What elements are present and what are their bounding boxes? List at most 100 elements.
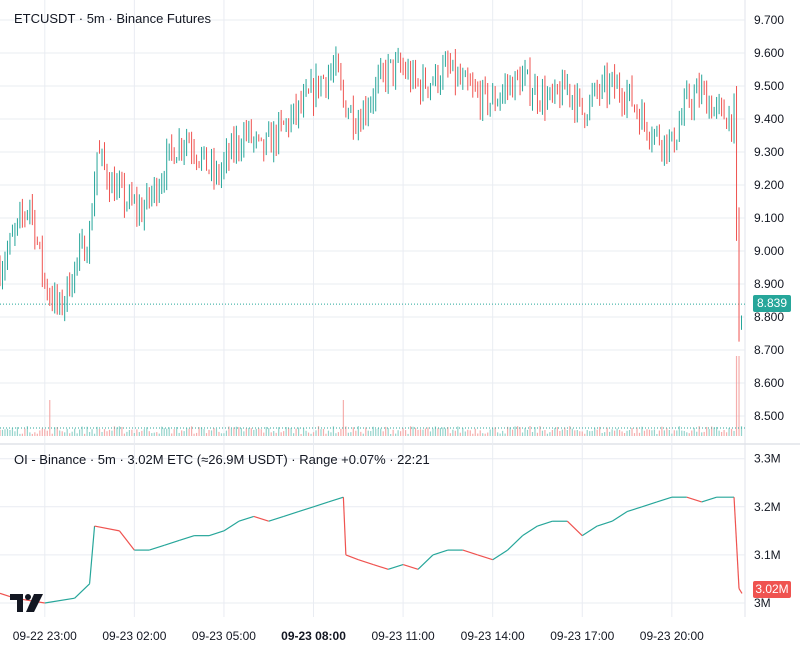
volume-bar xyxy=(551,429,553,436)
volume-bar xyxy=(146,427,148,436)
volume-bar xyxy=(355,430,357,436)
oi-y-tick-label: 3.3M xyxy=(754,452,781,466)
volume-bar xyxy=(412,426,414,436)
volume-bar xyxy=(708,429,710,436)
volume-bar xyxy=(79,429,81,436)
volume-bar xyxy=(716,426,718,436)
volume-bar xyxy=(103,429,106,436)
volume-bar xyxy=(29,432,31,436)
volume-bar xyxy=(133,432,135,436)
volume-bar xyxy=(424,428,427,436)
volume-bar xyxy=(118,426,121,436)
volume-bar xyxy=(280,432,282,436)
oi-segment xyxy=(596,520,613,527)
volume-bar xyxy=(195,432,198,436)
volume-bar xyxy=(357,426,359,436)
volume-bar xyxy=(661,426,663,436)
volume-bar xyxy=(111,430,113,436)
volume-bar xyxy=(457,426,459,436)
volume-bar xyxy=(372,426,374,436)
volume-bar xyxy=(651,430,653,436)
volume-bar xyxy=(315,430,317,436)
volume-bar xyxy=(539,426,541,436)
volume-bar xyxy=(317,426,320,436)
oi-segment xyxy=(641,501,658,508)
volume-bar xyxy=(305,430,307,436)
volume-bar xyxy=(126,431,128,436)
volume-bar xyxy=(676,430,678,436)
oi-segment xyxy=(94,525,120,532)
volume-bar xyxy=(723,430,725,436)
volume-bar xyxy=(253,429,255,436)
volume-bar xyxy=(696,431,698,436)
volume-bar xyxy=(549,432,551,436)
volume-bar xyxy=(589,431,591,436)
oi-legend[interactable]: OI - Binance · 5m · 3.02M ETC (≈26.9M US… xyxy=(14,452,430,467)
oi-segment xyxy=(164,539,180,546)
volume-bar xyxy=(290,428,292,436)
volume-bar xyxy=(611,429,613,436)
volume-bar xyxy=(444,428,446,436)
price-candles xyxy=(0,46,743,342)
volume-bar xyxy=(599,426,601,436)
volume-bar xyxy=(546,433,549,436)
volume-bar xyxy=(26,426,28,436)
y-tick-label: 9.400 xyxy=(754,112,784,126)
volume-bar xyxy=(293,433,295,436)
volume-bar xyxy=(427,427,429,436)
oi-segment xyxy=(686,496,702,503)
volume-bar xyxy=(576,430,578,436)
volume-bar xyxy=(382,431,384,436)
volume-bar xyxy=(263,432,265,436)
y-tick-label: 9.200 xyxy=(754,178,784,192)
volume-bar xyxy=(297,427,300,436)
volume-bar xyxy=(278,427,280,436)
volume-bar xyxy=(181,430,183,436)
volume-bar xyxy=(93,433,96,436)
volume-bar xyxy=(407,433,409,436)
oi-segment xyxy=(387,563,404,570)
volume-bar xyxy=(581,431,583,436)
volume-bar xyxy=(633,433,636,436)
oi-segment xyxy=(118,530,135,551)
y-tick-label: 8.600 xyxy=(754,376,784,390)
last-oi-tag: 3.02M xyxy=(753,581,791,598)
volume-bar xyxy=(250,428,252,436)
volume-bar xyxy=(190,426,193,436)
y-tick-label: 9.700 xyxy=(754,13,784,27)
volume-bar xyxy=(116,427,118,436)
volume-bar xyxy=(439,428,442,436)
volume-bar xyxy=(156,432,158,436)
tradingview-logo-icon[interactable] xyxy=(10,592,44,614)
volume-bar xyxy=(395,433,397,436)
volume-bar xyxy=(340,428,342,436)
volume-bar xyxy=(21,433,23,436)
main-chart-legend[interactable]: ETCUSDT · 5m · Binance Futures xyxy=(14,11,211,26)
volume-bar xyxy=(569,426,571,436)
volume-bar xyxy=(11,428,14,436)
volume-bar xyxy=(233,427,235,436)
volume-bar xyxy=(566,430,568,436)
volume-bar xyxy=(74,428,76,436)
y-tick-label: 9.300 xyxy=(754,145,784,159)
oi-segment xyxy=(537,520,553,527)
oi-segment xyxy=(223,520,240,532)
oi-y-tick-label: 3.1M xyxy=(754,548,781,562)
volume-bar xyxy=(452,429,454,436)
volume-bar xyxy=(521,432,524,436)
volume-bar xyxy=(161,426,163,436)
volume-bar xyxy=(270,432,272,436)
volume-bars xyxy=(0,356,745,436)
volume-bar xyxy=(390,433,392,436)
volume-bar xyxy=(96,426,98,436)
volume-bar xyxy=(49,400,51,436)
volume-bar xyxy=(417,429,419,436)
oi-segment xyxy=(402,563,419,570)
volume-bar xyxy=(9,429,11,436)
volume-bar xyxy=(362,433,364,436)
volume-bar xyxy=(171,433,173,436)
volume-bar xyxy=(258,428,260,436)
volume-bar xyxy=(623,433,626,436)
